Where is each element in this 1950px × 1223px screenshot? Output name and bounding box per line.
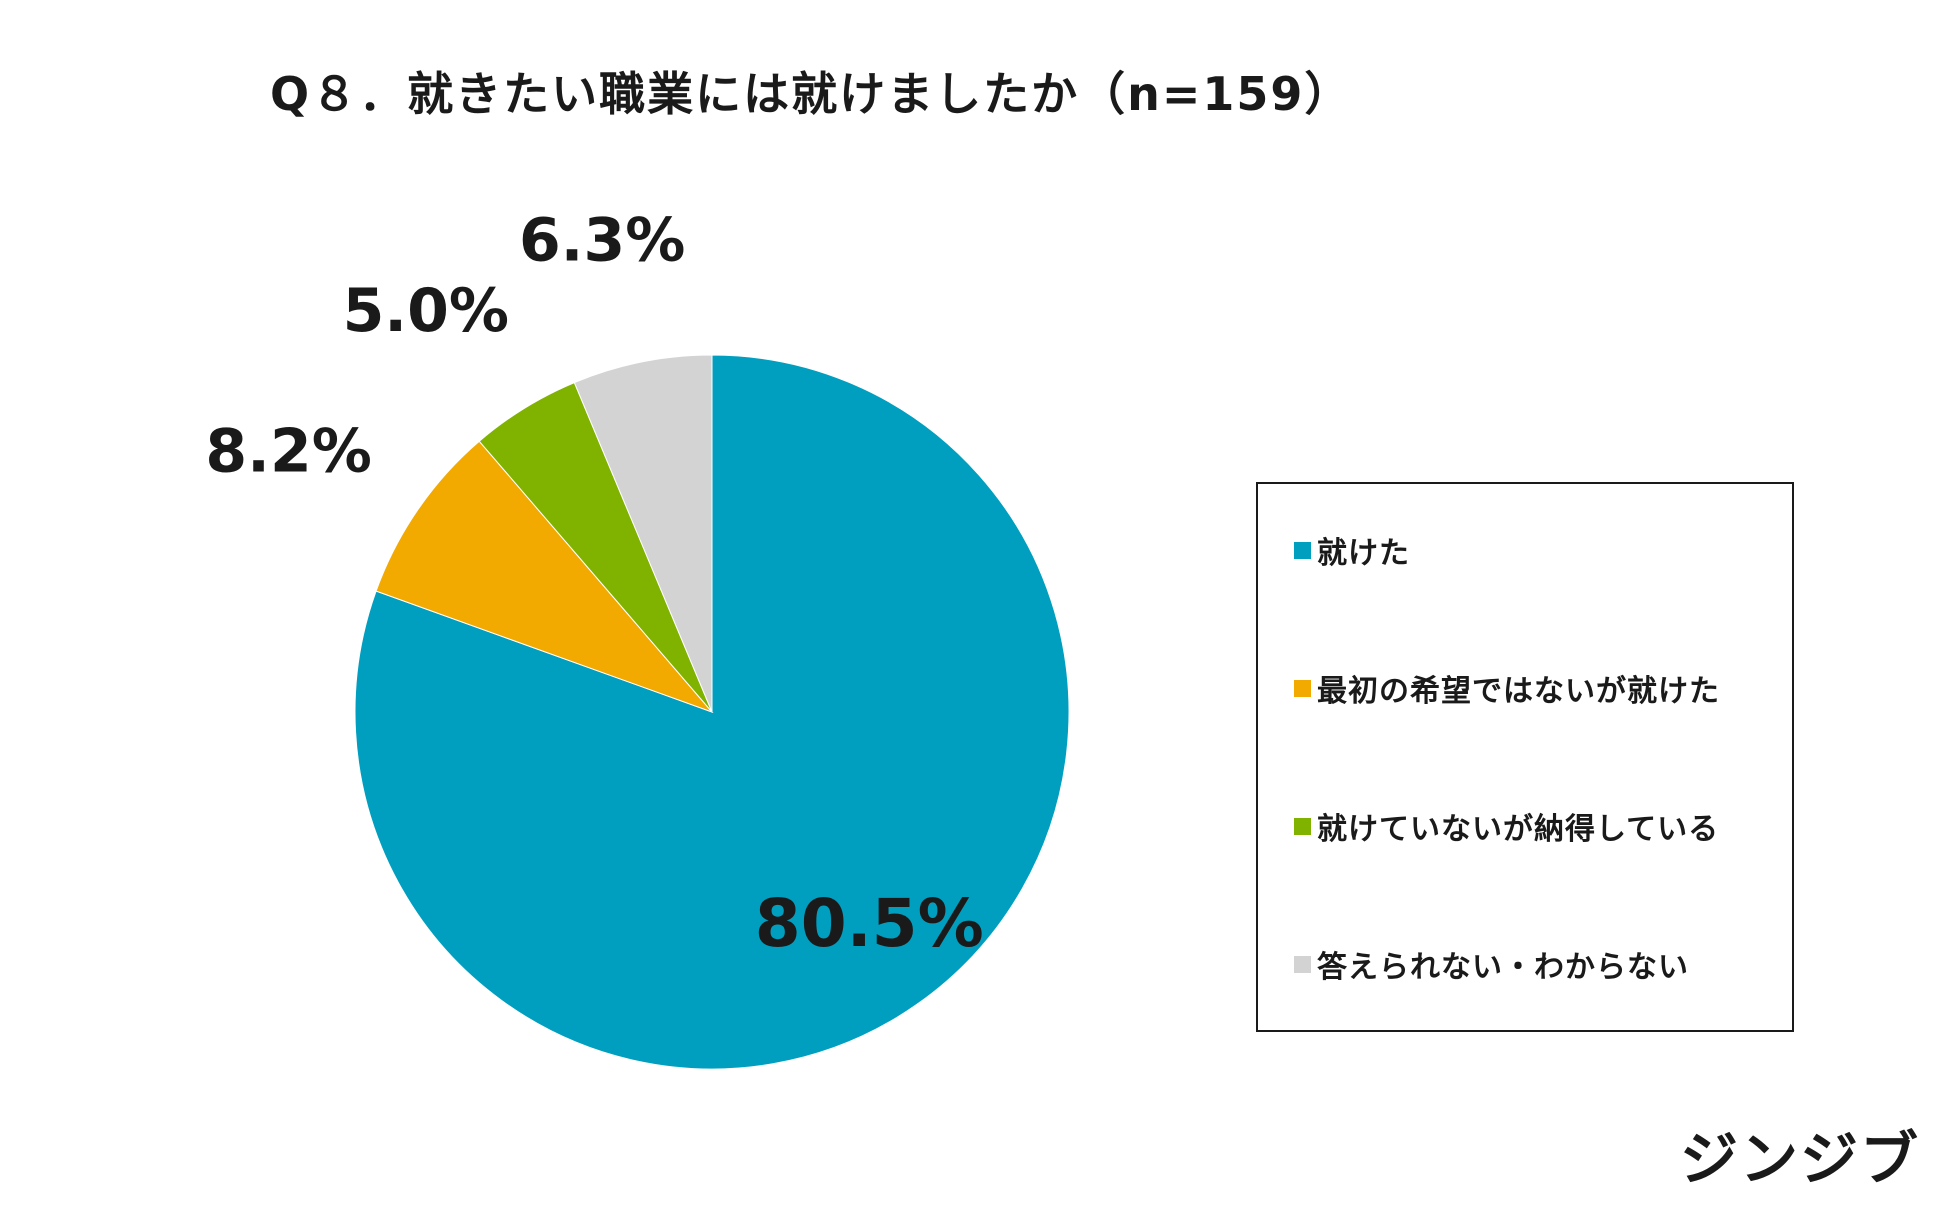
legend-item-shuketa: 就けた bbox=[1294, 530, 1410, 571]
pie-slice-first-choice-not bbox=[375, 440, 714, 714]
pie-slice-shuketa bbox=[354, 354, 1070, 1070]
legend-swatch bbox=[1294, 679, 1311, 697]
legend-label: 就けていないが納得している bbox=[1317, 812, 1720, 847]
legend-label: 答えられない・わからない bbox=[1317, 950, 1689, 985]
legend-swatch bbox=[1294, 955, 1311, 973]
chart-title: Q８．就きたい職業には就けましたか（n=159） bbox=[270, 67, 1353, 121]
legend-label: 就けた bbox=[1317, 536, 1410, 571]
legend-label: 最初の希望ではないが就けた bbox=[1317, 674, 1720, 709]
legend-swatch bbox=[1294, 541, 1311, 559]
pie-label-unknown: 6.3% bbox=[519, 206, 685, 276]
legend-swatch bbox=[1294, 817, 1311, 835]
legend-item-first-choice-not: 最初の希望ではないが就けた bbox=[1294, 668, 1720, 709]
legend: 就けた 最初の希望ではないが就けた 就けていないが納得している 答えられない・わ… bbox=[1256, 482, 1794, 1032]
legend-item-satisfied: 就けていないが納得している bbox=[1294, 806, 1720, 847]
pie-slice-unknown bbox=[573, 354, 713, 713]
brand-logo: ジンジブ bbox=[1680, 1125, 1921, 1193]
pie-label-satisfied: 5.0% bbox=[343, 276, 509, 346]
legend-item-unknown: 答えられない・わからない bbox=[1294, 944, 1689, 985]
pie-label-shuketa: 80.5% bbox=[755, 885, 984, 962]
pie-label-first-choice-not: 8.2% bbox=[205, 416, 371, 486]
